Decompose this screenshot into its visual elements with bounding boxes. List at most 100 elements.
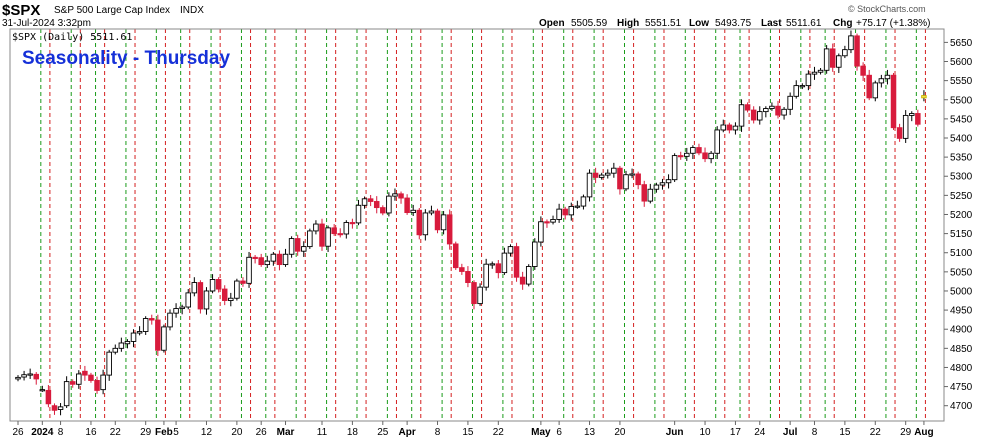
symbol-label: $SPX: [2, 2, 40, 19]
candle-body: [708, 152, 714, 160]
candle-body: [921, 95, 927, 99]
date-label: 31-Jul-2024 3:32pm: [2, 18, 91, 29]
candle-body: [525, 266, 532, 285]
x-tick-label: Apr: [399, 427, 416, 438]
candle-body: [465, 271, 471, 284]
candle-body: [829, 48, 836, 68]
candle-body: [787, 95, 793, 110]
candle-body: [836, 55, 842, 68]
x-tick-label: 20: [614, 427, 626, 438]
x-tick-label: Feb: [155, 427, 173, 438]
candle-body: [909, 113, 915, 116]
candle-body: [307, 230, 313, 248]
y-tick-label: 5550: [950, 76, 973, 87]
x-tick-label: 20: [231, 427, 243, 438]
candle-body: [684, 152, 690, 157]
candle-body: [453, 243, 459, 269]
x-axis: 26 2024 8 16 22 29 Feb 5 12 20 26 Mar 11 18 25 Apr 8 15 22…: [12, 421, 934, 438]
candle-body: [671, 155, 678, 181]
x-tick-label: Jun: [666, 427, 684, 438]
candle-body: [203, 290, 210, 310]
candle-body: [677, 155, 684, 158]
candle-body: [373, 201, 380, 209]
candle-body: [544, 221, 550, 224]
candle-body: [331, 227, 337, 235]
candle-body: [349, 222, 356, 225]
candle-body: [513, 246, 520, 278]
x-tick-label: 10: [699, 427, 711, 438]
candle-body: [76, 373, 82, 385]
high-label: High: [617, 18, 639, 29]
candle-body: [446, 214, 453, 245]
x-tick-label: May: [531, 427, 551, 438]
candle-body: [294, 238, 301, 252]
candle-body: [258, 257, 264, 266]
x-tick-label: 5: [173, 427, 179, 438]
y-tick-label: 5050: [950, 267, 973, 278]
candle-body: [471, 282, 477, 305]
y-tick-label: 4800: [950, 363, 973, 374]
candle-body: [866, 74, 872, 99]
candle-body: [63, 381, 70, 407]
candle-body: [763, 108, 769, 113]
candle-body: [750, 109, 757, 121]
candle-body: [45, 389, 52, 405]
candle-body: [361, 198, 368, 206]
candle-body: [775, 105, 781, 116]
chg-label: Chg: [833, 18, 852, 29]
x-tick-label: 11: [317, 427, 328, 438]
candle-body: [720, 124, 727, 131]
candle-body: [611, 167, 617, 174]
exchange-label: INDX: [180, 5, 204, 16]
candle-body: [410, 209, 416, 214]
x-tick-label: 22: [493, 427, 505, 438]
candle-body: [380, 207, 386, 214]
candle-body: [234, 280, 240, 299]
x-tick-label: 25: [377, 427, 389, 438]
candle-body: [173, 308, 179, 314]
low-value: 5493.75: [715, 18, 752, 29]
candle-body: [386, 195, 392, 214]
x-tick-label: 29: [900, 427, 912, 438]
x-tick-label: 8: [435, 427, 441, 438]
candle-body: [805, 73, 812, 87]
candle-body: [440, 214, 447, 231]
candle-body: [580, 196, 587, 207]
x-tick-label: 26: [12, 427, 24, 438]
high-value: 5551.51: [645, 18, 682, 29]
x-tick-label: 13: [584, 427, 596, 438]
x-tick-label: 29: [140, 427, 152, 438]
candle-body: [355, 204, 362, 224]
candle-body: [860, 65, 866, 76]
candle-body: [33, 373, 39, 380]
candle-body: [659, 182, 666, 186]
x-tick-label: 6: [556, 427, 562, 438]
candle-body: [167, 312, 173, 328]
candle-body: [854, 35, 860, 67]
candle-body: [240, 280, 246, 284]
candle-body: [221, 288, 228, 301]
candle-body: [884, 74, 891, 80]
x-tick-label: 18: [347, 427, 359, 438]
candle-body: [51, 405, 58, 411]
y-tick-label: 5650: [950, 38, 973, 49]
candle-body: [896, 127, 903, 139]
candle-body: [100, 374, 106, 391]
last-value: 5511.61: [786, 18, 822, 29]
y-tick-label: 5200: [950, 210, 973, 221]
y-tick-label: 5450: [950, 114, 973, 125]
candle-body: [653, 184, 660, 190]
candle-body: [817, 69, 824, 73]
y-tick-label: 5250: [950, 191, 973, 202]
candle-body: [82, 370, 88, 376]
y-tick-label: 5400: [950, 133, 973, 144]
candle-body: [702, 152, 708, 160]
open-value: 5505.59: [571, 18, 608, 29]
candle-body: [185, 292, 191, 308]
candle-body: [574, 205, 581, 208]
candle-body: [434, 210, 441, 231]
candle-body: [161, 326, 167, 351]
security-name: S&P 500 Large Cap Index: [54, 5, 170, 16]
candle-body: [325, 227, 331, 247]
candle-body: [270, 253, 277, 262]
